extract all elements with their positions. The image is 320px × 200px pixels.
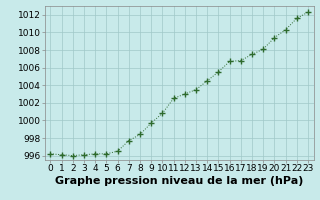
- X-axis label: Graphe pression niveau de la mer (hPa): Graphe pression niveau de la mer (hPa): [55, 176, 303, 186]
